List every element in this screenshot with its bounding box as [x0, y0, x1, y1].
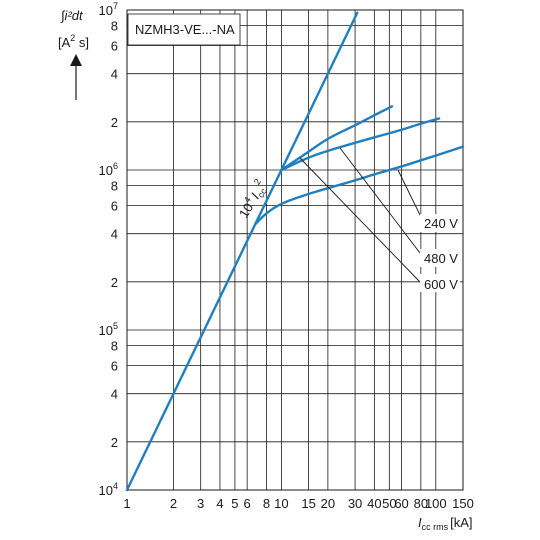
label-600v: 600 V: [424, 277, 458, 292]
ref-base: 10: [236, 200, 256, 220]
y-axis-unit: [A2 s]: [58, 33, 89, 50]
y-tick-label: 105: [99, 321, 118, 338]
series-600v: [280, 105, 394, 172]
reference-line-group: [125, 11, 359, 492]
ref-pow: 2: [252, 177, 263, 187]
ref-var: I: [248, 190, 263, 201]
y-tick-label: 2: [111, 435, 118, 450]
label-240v: 240 V: [424, 216, 458, 231]
x-tick-label: 10: [274, 496, 288, 511]
x-tick-label: 6: [244, 496, 251, 511]
y-tick-label: 4: [111, 67, 118, 82]
y-tick-label: 2: [111, 115, 118, 130]
series-group: [254, 105, 465, 226]
x-tick-label: 5: [231, 496, 238, 511]
y-tick-label: 4: [111, 387, 118, 402]
leader-480v: [339, 147, 460, 254]
y-tick-label: 107: [99, 1, 118, 18]
y-tick-label: 6: [111, 198, 118, 213]
x-tick-label: 4: [216, 496, 223, 511]
x-axis-label: Icc rms [kA]: [418, 515, 473, 532]
y-unit-open: [A: [58, 35, 71, 50]
x-tick-label: 8: [263, 496, 270, 511]
x-tick-label: 20: [321, 496, 335, 511]
y-tick-label: 4: [111, 227, 118, 242]
series-480v: [280, 117, 441, 172]
voltage-annotations: 240 V 480 V 600 V: [299, 147, 460, 292]
x-tick-label: 15: [301, 496, 315, 511]
label-bg-480v: [420, 249, 460, 267]
label-bg-600v: [420, 274, 460, 292]
x-tick-label: 30: [348, 496, 362, 511]
x-tick-label: 2: [170, 496, 177, 511]
y-tick-label: 8: [111, 179, 118, 194]
x-tick-label: 40: [367, 496, 381, 511]
y-tick-label: 6: [111, 38, 118, 53]
title-box: [127, 13, 241, 46]
x-tick-label: 80: [414, 496, 428, 511]
grid: [126, 9, 464, 491]
x-tick-label: 150: [452, 496, 474, 511]
x-tick-label: 3: [197, 496, 204, 511]
y-unit-close: s]: [75, 35, 89, 50]
reference-line-label: 104Icc2: [233, 177, 271, 222]
y-tick-label: 8: [111, 19, 118, 34]
x-tick-label: 1: [123, 496, 130, 511]
reference-line-10e4-icc2: [125, 11, 359, 492]
y-tick-label: 6: [111, 358, 118, 373]
x-axis-unit: [kA]: [450, 515, 472, 530]
x-tick-label: 100: [425, 496, 447, 511]
y-tick-label: 8: [111, 339, 118, 354]
x-axis-var: I: [418, 515, 422, 530]
y-tick-label: 106: [99, 161, 118, 178]
x-tick-label: 60: [394, 496, 408, 511]
arrow-up-icon: [70, 54, 82, 100]
label-480v: 480 V: [424, 251, 458, 266]
x-tick-label: 50: [382, 496, 396, 511]
y-axis-label: ∫i²dt: [60, 8, 84, 23]
x-axis-sub: cc rms: [422, 522, 449, 532]
chart-title: NZMH3-VE...-NA: [135, 22, 235, 37]
y-tick-label: 104: [99, 481, 118, 498]
ref-exp: 4: [242, 195, 253, 205]
series-240v: [254, 145, 465, 226]
leader-240v: [397, 169, 460, 216]
plot-frame: [126, 9, 464, 491]
y-unit-exp: 2: [70, 33, 75, 43]
svg-text:104Icc2: 104Icc2: [233, 177, 271, 222]
y-tick-label: 2: [111, 275, 118, 290]
label-bg-240v: [420, 214, 460, 232]
